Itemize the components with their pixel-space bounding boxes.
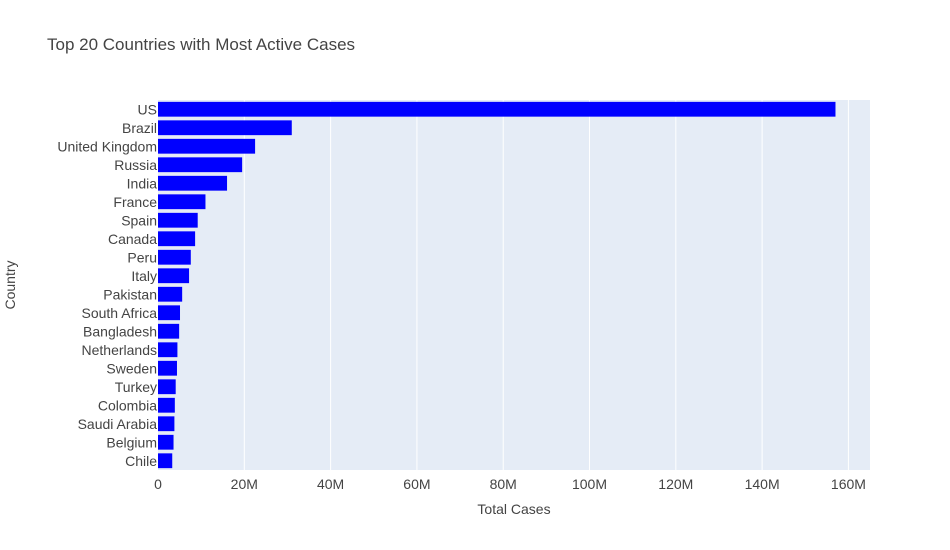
y-tick-label: India [127,175,158,191]
bar [158,249,191,265]
bars [158,101,836,469]
y-tick-label: Italy [131,268,157,284]
bar [158,434,174,450]
bar [158,342,178,358]
bar [158,453,173,469]
x-axis-tick-labels: 0 20M 40M 60M 80M 100M 120M 140M 160M [154,476,866,492]
bar [158,138,256,154]
x-tick-label: 0 [154,476,162,492]
gridlines [243,100,849,470]
y-axis-tick-labels: US Brazil United Kingdom Russia India France S… [57,101,157,469]
x-axis-title: Total Cases [477,501,550,517]
y-tick-label: Spain [121,212,157,228]
y-tick-label: Saudi Arabia [78,416,158,432]
y-tick-label: US [138,101,157,117]
y-tick-label: Chile [125,453,157,469]
y-tick-label: Pakistan [103,286,157,302]
y-tick-label: Colombia [98,397,157,413]
y-tick-label: Netherlands [82,342,158,358]
bar [158,231,196,247]
y-tick-label: Sweden [106,360,157,376]
x-tick-label: 40M [317,476,344,492]
x-tick-label: 20M [231,476,258,492]
bar [158,157,243,173]
bar [158,305,181,321]
y-axis-title: Country [2,260,18,309]
bar [158,120,292,136]
y-tick-label: France [113,194,157,210]
y-tick-label: Belgium [106,434,157,450]
bar [158,323,180,339]
y-tick-label: United Kingdom [57,138,157,154]
x-tick-label: 140M [745,476,780,492]
bar [158,360,177,376]
x-tick-label: 160M [831,476,866,492]
x-tick-label: 80M [490,476,517,492]
bar [158,175,228,191]
y-tick-label: Russia [114,157,157,173]
x-tick-label: 100M [572,476,607,492]
bar [158,101,836,117]
chart-title: Top 20 Countries with Most Active Cases [47,35,355,54]
bar [158,286,183,302]
bar [158,194,206,210]
bar [158,416,175,432]
y-tick-label: Canada [108,231,157,247]
bar [158,212,198,228]
x-tick-label: 60M [403,476,430,492]
plot-background [158,100,870,470]
bar [158,379,176,395]
x-tick-label: 120M [658,476,693,492]
y-tick-label: Brazil [122,120,157,136]
y-tick-label: South Africa [82,305,158,321]
y-tick-label: Bangladesh [83,323,157,339]
bar [158,397,175,413]
y-tick-label: Turkey [115,379,157,395]
y-tick-label: Peru [127,249,157,265]
bar [158,268,190,284]
